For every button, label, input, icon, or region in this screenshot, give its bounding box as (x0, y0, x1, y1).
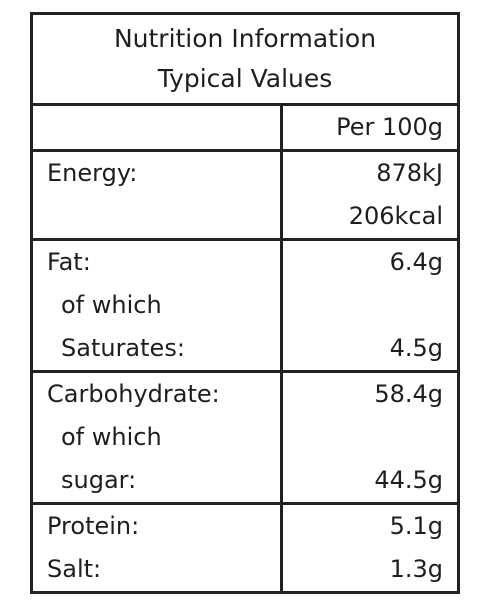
nutrient-label: sugar: (61, 466, 137, 494)
nutrient-value: 206kcal (348, 202, 443, 230)
title: Nutrition Information (113, 24, 377, 53)
label-cell: Protein: Salt: (33, 505, 283, 591)
nutrient-label: Saturates: (61, 334, 185, 362)
value-cell: 58.4g 44.5g (283, 373, 457, 502)
nutrient-value: 58.4g (374, 380, 443, 408)
header: Nutrition Information Typical Values (33, 15, 457, 103)
blank-cell (33, 106, 283, 149)
nutrient-value (283, 284, 443, 327)
nutrient-label: Protein: (47, 512, 140, 540)
label-cell: Fat: of which Saturates: (33, 241, 283, 370)
nutrient-label: Carbohydrate: (47, 380, 220, 408)
nutrient-value: 6.4g (389, 248, 443, 276)
nutrient-label: Energy: (47, 159, 138, 187)
column-header-row: Per 100g (33, 103, 457, 149)
value-cell: 5.1g 1.3g (283, 505, 457, 591)
section: Carbohydrate: of which sugar: 58.4g 44.5g (33, 370, 457, 502)
section: Fat: of which Saturates: 6.4g 4.5g (33, 238, 457, 370)
label-cell: Energy: (33, 152, 283, 238)
nutrient-label: Fat: (47, 248, 91, 276)
nutrient-value: 1.3g (389, 555, 443, 583)
nutrient-value: 5.1g (389, 512, 443, 540)
nutrient-value: 44.5g (374, 466, 443, 494)
nutrient-label: Salt: (47, 555, 102, 583)
nutrient-label: of which (61, 423, 162, 451)
label-cell: Carbohydrate: of which sugar: (33, 373, 283, 502)
nutrient-value: 878kJ (376, 159, 443, 187)
nutrition-label: Nutrition Information Typical Values Per… (30, 12, 460, 594)
nutrient-value (283, 416, 443, 459)
column-header: Per 100g (336, 113, 443, 141)
subtitle: Typical Values (157, 64, 333, 93)
nutrient-value: 4.5g (389, 334, 443, 362)
section: Protein: Salt: 5.1g 1.3g (33, 502, 457, 591)
nutrient-label: of which (61, 291, 162, 319)
section: Energy: 878kJ 206kcal (33, 149, 457, 238)
value-cell: 878kJ 206kcal (283, 152, 457, 238)
nutrient-label (47, 195, 280, 238)
value-cell: 6.4g 4.5g (283, 241, 457, 370)
